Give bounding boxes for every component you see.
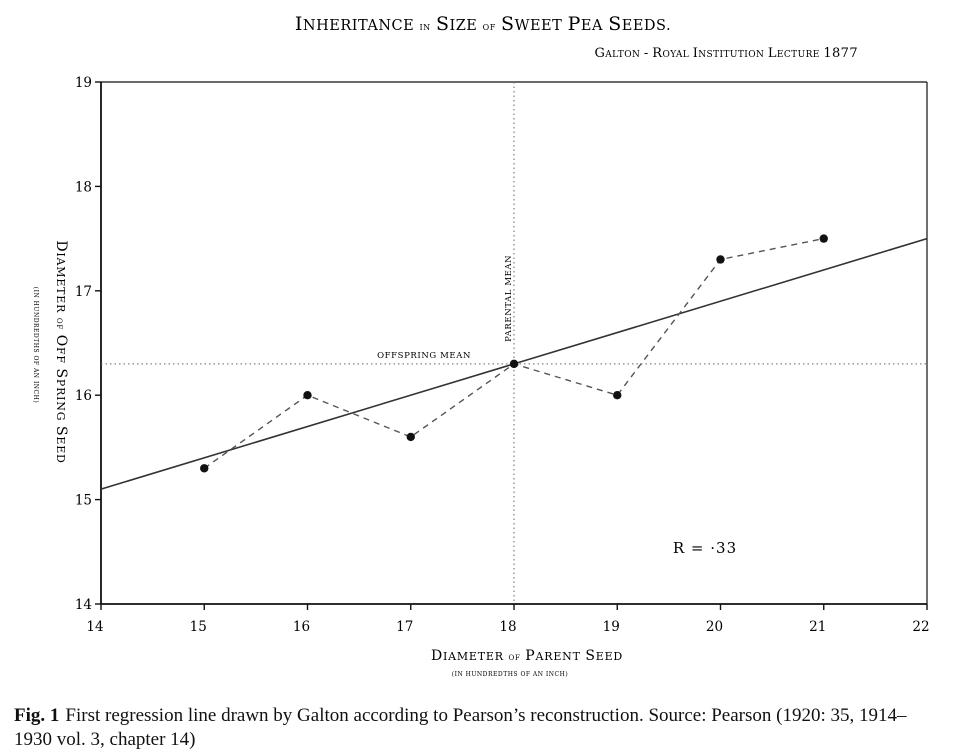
y-label-word: PRING — [54, 379, 67, 421]
y-axis-label-group: DIAMETER OF OFF SPRING SEED — [53, 240, 69, 463]
x-tick-label: 21 — [809, 619, 826, 635]
x-label-capital: S — [585, 648, 595, 664]
y-label-capital: S — [53, 426, 69, 436]
title-word: EA — [581, 18, 603, 34]
parental-mean-label: Parental Mean — [504, 255, 514, 342]
subtitle-word: NSTITUTION — [698, 50, 764, 60]
caption-label: Fig. 1 — [14, 705, 60, 726]
y-tick-label: 18 — [75, 179, 92, 195]
y-axis-note: (In Hundredths of an Inch) — [32, 287, 39, 403]
x-tick-label: 17 — [396, 619, 413, 635]
chart-subtitle: GALTON - ROYAL INSTITUTION LECTURE 1877 — [594, 46, 858, 61]
offspring-mean-label: Offspring Mean — [377, 351, 471, 361]
figure-caption: Fig. 1 First regression line drawn by Gal… — [14, 704, 944, 752]
caption-text: First regression line drawn by Galton ac… — [14, 705, 907, 750]
y-label-capital: O — [53, 335, 69, 347]
y-tick-label: 14 — [75, 597, 92, 613]
title-capital: P — [568, 13, 581, 35]
x-label-capital: D — [431, 648, 443, 664]
subtitle-word: OYAL — [662, 50, 689, 60]
subtitle-capital: L — [768, 46, 777, 61]
x-axis-ticks: 14 15 16 17 18 19 20 21 22 — [86, 604, 930, 635]
x-label-word: EED — [596, 650, 623, 663]
y-axis-note-group: (In Hundredths of an Inch) — [32, 287, 39, 403]
title-connector: IN — [419, 23, 430, 32]
data-point — [303, 391, 312, 400]
y-label-capital: D — [53, 240, 69, 252]
y-tick-label: 17 — [75, 284, 92, 300]
subtitle-word: ECTURE — [777, 50, 820, 60]
subtitle-capital: R — [652, 46, 663, 61]
title-word: IZE — [449, 18, 477, 34]
title-connector: OF — [483, 23, 496, 32]
x-axis-note: (In Hundredths of an Inch) — [452, 671, 568, 678]
correlation-annotation: R = ·33 — [673, 539, 737, 557]
y-tick-label: 19 — [75, 75, 92, 91]
y-label-word: IAMETER — [54, 252, 67, 313]
data-point — [716, 255, 725, 264]
x-tick-label: 15 — [190, 619, 207, 635]
chart-title: INHERITANCE IN SIZE OF SWEET PEA SEEDS. — [295, 13, 671, 35]
y-tick-label: 16 — [75, 388, 92, 404]
title-word: WEET — [515, 18, 563, 34]
title-capital: S — [608, 13, 622, 35]
x-label-connector: OF — [508, 654, 520, 662]
y-tick-label: 15 — [75, 493, 92, 509]
subtitle-capital: G — [594, 46, 605, 61]
data-point — [613, 391, 622, 400]
title-capital: S — [436, 13, 450, 35]
subtitle-capital: 1877 — [823, 46, 858, 61]
title-word: EEDS. — [622, 18, 671, 34]
y-axis-ticks: 14 15 16 17 18 19 — [75, 75, 101, 613]
x-tick-label: 16 — [293, 619, 310, 635]
x-axis-label: DIAMETER OF PARENT SEED — [431, 648, 623, 664]
chart-svg: INHERITANCE IN SIZE OF SWEET PEA SEEDS. … — [32, 13, 930, 678]
x-label-word: IAMETER — [443, 650, 504, 663]
y-label-connector: OF — [55, 318, 63, 330]
subtitle-capital: - — [644, 46, 649, 61]
x-tick-label: 19 — [603, 619, 620, 635]
title-capital: I — [295, 13, 303, 35]
x-tick-label: 22 — [912, 619, 929, 635]
y-label-capital: S — [53, 368, 69, 378]
chart-figure: INHERITANCE IN SIZE OF SWEET PEA SEEDS. … — [32, 13, 930, 678]
x-label-word: ARENT — [535, 650, 581, 663]
x-tick-label: 14 — [86, 619, 103, 635]
data-point — [406, 432, 415, 442]
mean-lines — [101, 82, 927, 604]
data-point — [509, 359, 519, 369]
y-axis-label: DIAMETER OF OFF SPRING SEED — [53, 240, 69, 463]
x-tick-label: 18 — [499, 619, 516, 635]
data-point — [200, 464, 209, 473]
data-point — [819, 234, 828, 243]
y-label-word: EED — [54, 436, 67, 463]
x-tick-label: 20 — [706, 619, 723, 635]
x-label-capital: P — [525, 648, 535, 664]
y-label-word: FF — [54, 347, 67, 364]
data-series — [100, 234, 928, 490]
title-capital: S — [501, 13, 515, 35]
title-word: NHERITANCE — [303, 18, 414, 34]
subtitle-capital: I — [693, 46, 699, 61]
subtitle-word: ALTON — [604, 50, 640, 60]
